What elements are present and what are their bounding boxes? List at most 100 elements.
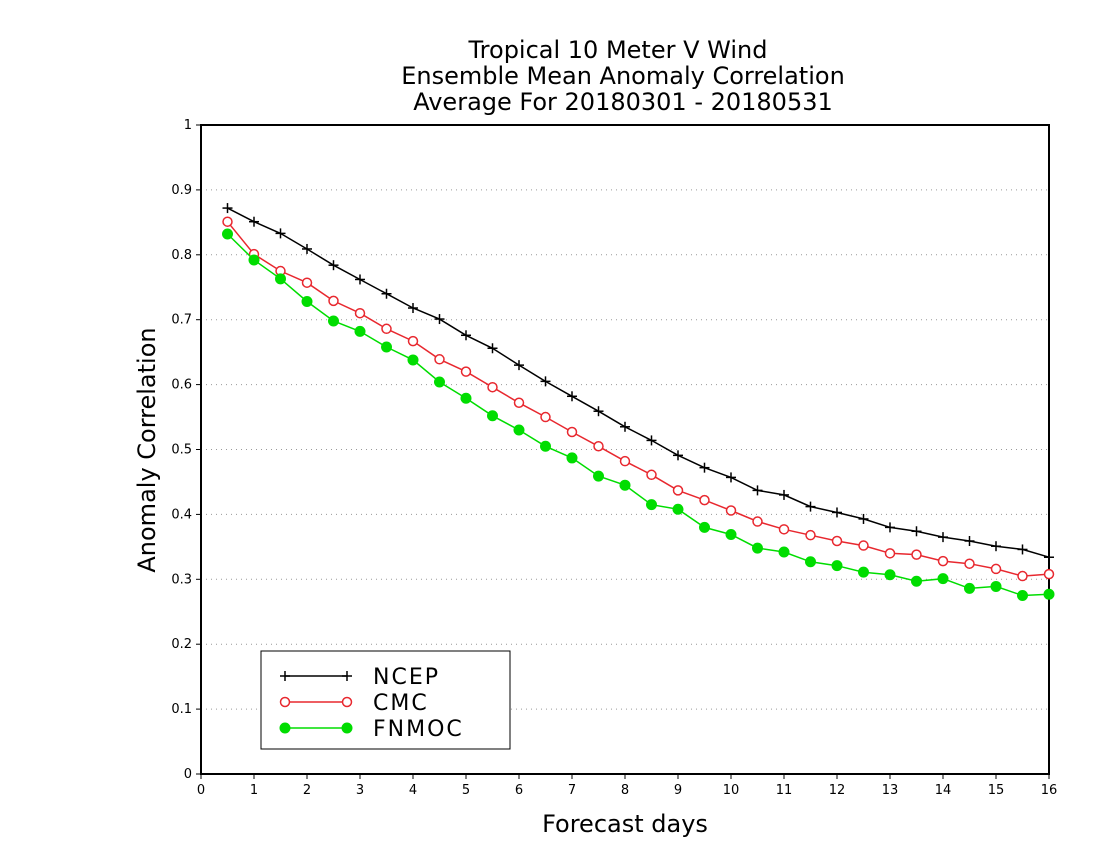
y-tick-label: 0.6 [171, 378, 192, 393]
data-point-ncep [249, 216, 259, 227]
chart-title-line-3: Average For 20180301 - 20180531 [413, 88, 833, 116]
data-point-ncep [673, 450, 683, 461]
y-tick-label: 0.4 [171, 507, 192, 522]
legend-marker-ncep [342, 671, 352, 681]
data-point-ncep [752, 485, 763, 496]
data-point-cmc [540, 411, 551, 423]
data-point-ncep [805, 501, 816, 512]
data-point-ncep [514, 360, 524, 371]
data-point-fnmoc [990, 580, 1002, 592]
data-point-cmc [911, 549, 922, 560]
data-point-ncep [540, 376, 551, 387]
x-tick-label: 7 [568, 783, 576, 798]
data-point-cmc [937, 555, 949, 567]
x-tick-label: 16 [1041, 783, 1058, 798]
data-point-cmc [328, 295, 339, 307]
data-point-ncep [991, 541, 1001, 552]
legend-label-fnmoc: FNMOC [373, 717, 464, 742]
data-point-fnmoc [805, 556, 816, 568]
x-tick-label: 11 [776, 783, 793, 798]
legend-item-fnmoc: FNMOC [279, 717, 464, 742]
data-point-ncep [222, 203, 233, 214]
data-point-fnmoc [540, 440, 551, 452]
x-tick-label: 14 [935, 783, 952, 798]
legend-marker-fnmoc [279, 722, 291, 734]
x-tick-label: 5 [462, 783, 470, 798]
data-point-fnmoc [619, 479, 631, 491]
data-point-cmc [222, 216, 233, 227]
data-point-cmc [566, 426, 578, 438]
data-point-cmc [619, 455, 631, 467]
data-point-ncep [302, 243, 312, 254]
data-point-fnmoc [884, 569, 896, 581]
data-point-ncep [620, 421, 630, 432]
data-point-fnmoc [646, 499, 657, 511]
x-tick-label: 2 [303, 783, 311, 798]
y-tick-label: 0.1 [171, 702, 192, 717]
y-tick-label: 0.5 [171, 443, 192, 458]
gridlines [201, 189, 1049, 710]
data-point-ncep [938, 532, 948, 543]
data-point-cmc [460, 366, 472, 377]
data-point-cmc [381, 323, 392, 335]
legend-item-cmc: CMC [279, 691, 429, 716]
data-point-ncep [487, 343, 498, 354]
data-point-fnmoc [964, 582, 975, 594]
legend-marker-cmc [341, 696, 353, 708]
y-tick-label: 0 [184, 767, 192, 782]
data-point-cmc [301, 277, 313, 288]
data-point-ncep [1044, 552, 1054, 563]
data-point-cmc [407, 335, 419, 347]
legend-marker-ncep [280, 671, 290, 681]
data-point-fnmoc [222, 228, 233, 240]
data-point-ncep [434, 314, 445, 325]
data-point-cmc [672, 485, 684, 496]
data-point-ncep [461, 330, 471, 341]
data-point-fnmoc [275, 273, 286, 285]
series-layer [222, 203, 1055, 602]
data-point-fnmoc [778, 546, 790, 558]
data-point-ncep [911, 526, 922, 537]
series-line-ncep [227, 207, 1050, 558]
data-point-fnmoc [699, 521, 710, 533]
data-point-ncep [832, 507, 842, 518]
data-point-fnmoc [752, 542, 763, 554]
y-axis-ticks: 0 0.1 0.2 0.3 0.4 0.5 0.6 0.7 0.8 0.9 1 [171, 118, 201, 782]
x-tick-label: 0 [197, 783, 205, 798]
data-point-fnmoc [672, 503, 684, 515]
data-point-ncep [408, 303, 418, 314]
data-point-fnmoc [248, 254, 260, 266]
x-tick-label: 10 [723, 783, 740, 798]
legend-label-cmc: CMC [373, 691, 429, 716]
x-tick-label: 13 [882, 783, 899, 798]
data-point-fnmoc [328, 315, 339, 327]
y-tick-label: 0.7 [171, 313, 192, 328]
data-point-cmc [725, 505, 737, 516]
data-point-cmc [990, 563, 1002, 575]
data-point-cmc [513, 397, 525, 409]
data-point-fnmoc [725, 529, 737, 541]
data-point-ncep [885, 522, 895, 533]
data-point-cmc [858, 540, 869, 551]
x-tick-label: 6 [515, 783, 523, 798]
legend-label-ncep: NCEP [373, 665, 440, 690]
data-point-cmc [884, 548, 896, 559]
data-point-fnmoc [434, 376, 445, 388]
x-tick-label: 4 [409, 783, 417, 798]
data-point-fnmoc [1017, 590, 1028, 602]
data-point-ncep [381, 288, 392, 299]
data-point-cmc [752, 516, 763, 527]
series-cmc [222, 216, 1055, 582]
data-point-cmc [1043, 568, 1055, 580]
data-point-cmc [699, 494, 710, 506]
x-axis-label: Forecast days [542, 810, 708, 838]
data-point-cmc [487, 381, 498, 393]
data-point-ncep [779, 489, 789, 500]
data-point-cmc [593, 441, 604, 452]
data-point-fnmoc [407, 354, 419, 366]
y-axis-label: Anomaly Correlation [133, 327, 161, 572]
data-point-ncep [355, 274, 365, 285]
x-tick-label: 3 [356, 783, 364, 798]
